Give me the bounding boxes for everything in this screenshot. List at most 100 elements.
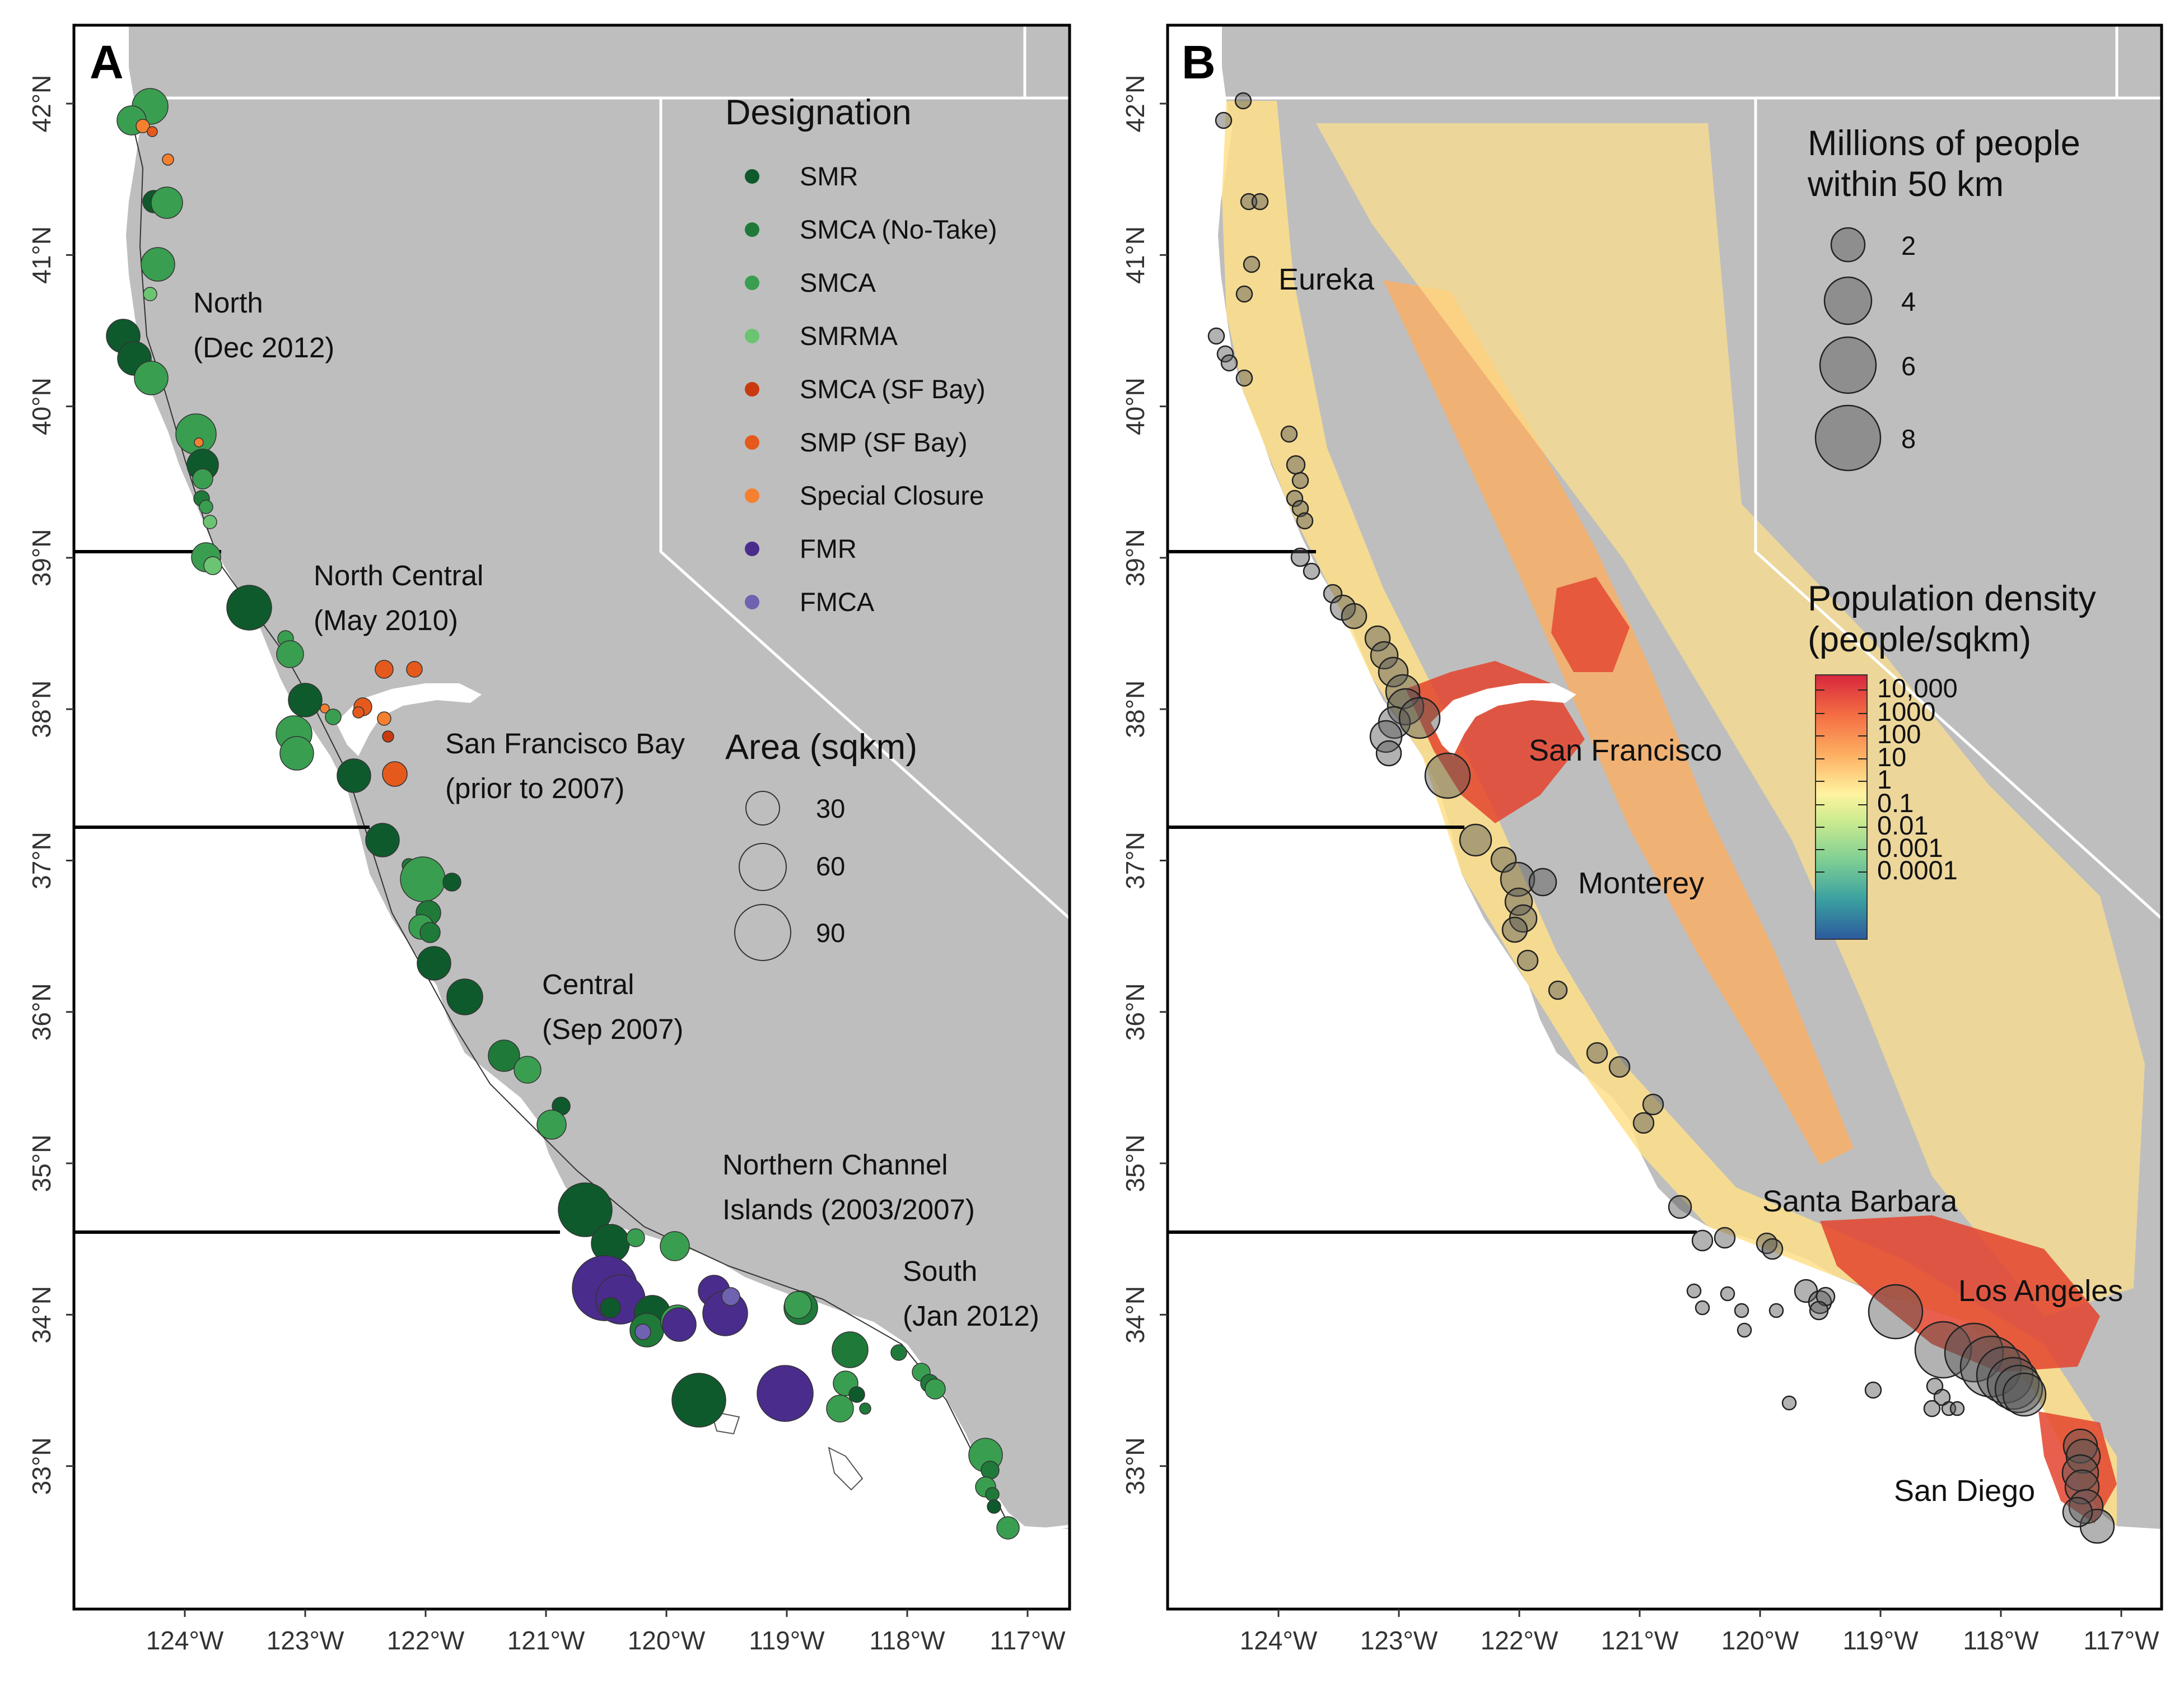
region-name: San Francisco Bay [445,728,685,759]
x-tick-label: 122°W [387,1626,465,1655]
y-tick-label: 33°N [27,1437,56,1495]
y-tick-label: 40°N [27,377,56,435]
mpa-point [985,1487,1000,1502]
y-tick-label: 35°N [1121,1135,1150,1192]
mpa-point [981,1461,1000,1480]
y-axis: 42°N 41°N 40°N 39°N 38°N 37°N 36°N 35°N 34°N 33°N [27,75,74,1495]
population-point [1781,1395,1797,1411]
legend-title: within 50 km [1807,165,2004,204]
mpa-point [446,978,483,1015]
y-tick-label: 33°N [1121,1437,1150,1495]
population-legend-label: 4 [1901,287,1916,316]
designation-legend: Designation SMR SMCA (No-Take) SMCA SMRMA SM… [725,93,997,617]
island [828,1447,864,1491]
colorbar-label: 0.01 [1877,810,1928,840]
y-tick-label: 38°N [1121,680,1150,738]
x-tick-label: 120°W [628,1626,706,1655]
population-point [1720,1286,1735,1302]
population-point [1500,861,1536,897]
population-legend-circle [1814,404,1882,472]
x-tick-label: 117°W [2083,1626,2159,1655]
population-point [2062,1496,2093,1528]
mpa-point [365,823,400,857]
region-name: South [903,1255,977,1287]
population-point [1944,1322,2004,1383]
mpa-point [784,1291,812,1319]
colorbar-label: 0.001 [1877,833,1943,863]
population-point [1691,1229,1714,1252]
area-legend-circle [734,904,791,961]
legend-title: (people/sqkm) [1808,620,2031,659]
city-label: Eureka [1278,263,1375,296]
population-point [1375,740,1402,767]
population-point [1235,369,1253,387]
population-point [1296,512,1314,530]
region-name: Northern Channel [722,1149,948,1181]
population-point [1234,92,1252,110]
mpa-point [320,703,330,714]
population-point [1243,255,1261,273]
region-name: Central [542,968,634,1000]
population-point [1364,625,1391,652]
population-point [1686,1283,1702,1299]
mpa-point [660,1231,690,1261]
population-point [1303,562,1320,580]
legend-title: Designation [725,93,912,132]
population-point [1695,1300,1710,1316]
population-point [1215,111,1233,129]
population-point [1548,980,1568,1000]
land [126,25,1070,1529]
population-point [1369,720,1403,753]
population-point [1933,1388,1951,1406]
region-date: Islands (2003/2007) [722,1194,975,1225]
population-point [1986,1356,2040,1410]
legend-swatch [745,542,759,556]
population-point [1864,1381,1882,1399]
mpa-point [134,361,169,395]
mpa-point [141,247,175,282]
population-point [1341,603,1368,630]
colorbar-label: 0.1 [1877,788,1914,818]
population-point [1216,345,1234,363]
population-point [1490,846,1517,873]
y-tick-label: 36°N [27,983,56,1041]
map-a: North (Dec 2012) North Central (May 2010… [27,24,1071,1655]
y-axis: 42°N 41°N 40°N 39°N 38°N 37°N 36°N 35°N 34°N 33°N [1121,75,1168,1495]
population-point [1868,1284,1924,1340]
legend-label: SMCA (SF Bay) [800,374,986,404]
mpa-point [417,946,451,981]
mpa-point [325,708,342,725]
mpa-point [406,661,423,678]
population-point [2002,1372,2047,1417]
population-points [1207,92,2115,1544]
mpa-point [226,585,272,631]
population-point [1586,1042,1608,1064]
population-point [1290,547,1310,567]
plot-frame [72,24,1071,1611]
plot-frame [1166,24,2163,1611]
mpa-point [143,287,157,301]
legend-label: SMP (SF Bay) [800,427,967,457]
legend-swatch [745,595,759,609]
population-legend-circle [1823,276,1873,325]
x-tick-label: 123°W [267,1626,344,1655]
colorbar-label: 0.0001 [1877,855,1958,885]
y-tick-label: 40°N [1121,377,1150,435]
y-tick-label: 34°N [1121,1286,1150,1344]
population-point [1424,752,1471,799]
mpa-point [832,1331,869,1368]
population-legend-circle [1819,336,1877,394]
region-name: North [193,287,263,319]
mpa-point [288,683,323,717]
mpa-point [199,500,213,514]
mpa-point [136,119,150,133]
mpa-point [536,1109,567,1140]
population-point [1994,1364,2043,1414]
population-point [2065,1438,2101,1474]
x-axis: 124°W 123°W 122°W 121°W 120°W 119°W 118°W 117°W [1240,1609,2159,1655]
density-interior [1316,123,2145,1316]
population-point [1504,887,1533,916]
y-tick-label: 35°N [27,1135,56,1192]
mpa-point [276,640,304,668]
legend-label: Special Closure [800,481,984,510]
